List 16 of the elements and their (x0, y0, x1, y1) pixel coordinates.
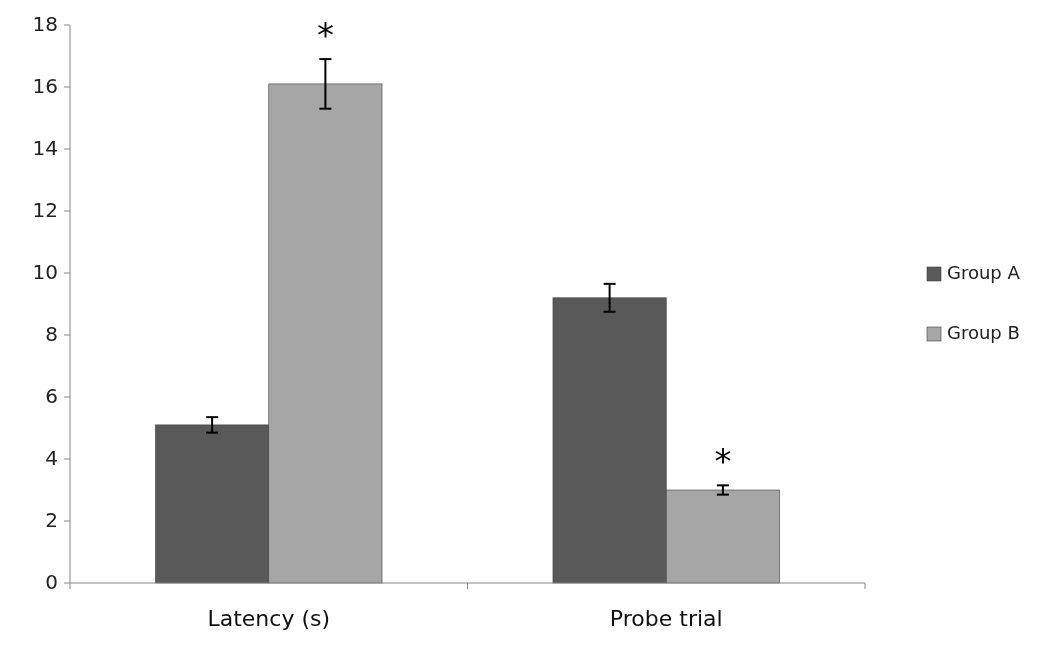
y-tick-label: 4 (45, 445, 58, 470)
annotation: * (316, 14, 334, 55)
x-tick-label: Latency (s) (207, 606, 331, 631)
y-tick-label: 14 (32, 135, 58, 160)
y-tick-label: 16 (32, 73, 58, 98)
y-tick-label: 8 (45, 321, 58, 346)
y-tick-label: 18 (32, 11, 58, 36)
y-tick-label: 0 (45, 569, 58, 594)
y-tick-label: 6 (45, 383, 58, 408)
annotation: * (714, 440, 732, 481)
x-tick-label: Probe trial (609, 606, 723, 631)
y-tick-label: 2 (45, 507, 58, 532)
legend-label: Group B (947, 322, 1020, 343)
legend-label: Group A (947, 262, 1021, 283)
y-tick-label: 10 (32, 259, 58, 284)
y-tick-label: 12 (32, 197, 58, 222)
